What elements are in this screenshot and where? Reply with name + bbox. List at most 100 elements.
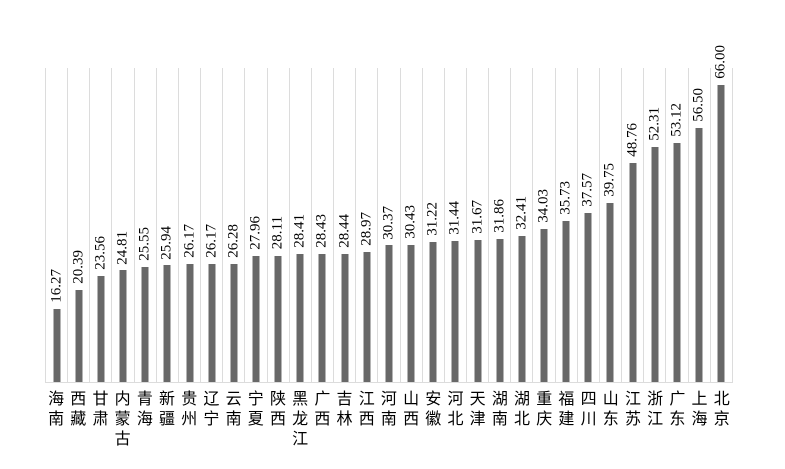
bar-value-label: 31.67 [469, 199, 486, 234]
bar [252, 256, 260, 382]
bar [208, 264, 216, 382]
bar [385, 245, 393, 382]
bar [451, 240, 459, 382]
bar [296, 254, 304, 382]
bar-value-label: 23.56 [92, 236, 109, 270]
bar-value-label: 35.73 [557, 181, 574, 216]
category-column: 26.28 [222, 68, 244, 382]
x-axis-label: 辽 宁 [203, 391, 220, 428]
category-column: 23.56 [89, 68, 111, 382]
bar-value-label: 27.96 [247, 216, 264, 251]
category-column: 16.27 [45, 68, 67, 382]
bar-value-label: 25.55 [136, 227, 153, 261]
x-axis-label: 河 北 [447, 391, 464, 428]
x-axis-label: 上 海 [691, 391, 708, 428]
x-axis-label: 北 京 [713, 391, 730, 428]
bar-value-label: 52.31 [646, 106, 663, 141]
x-axis-label: 云 南 [225, 391, 242, 428]
x-axis-label: 福 建 [558, 391, 575, 428]
category-column: 28.41 [288, 68, 311, 382]
category-column: 31.67 [465, 68, 488, 382]
bar [518, 236, 526, 382]
category-column: 27.96 [244, 68, 266, 382]
x-axis-label: 陕 西 [269, 391, 286, 428]
category-column: 32.41 [510, 68, 532, 382]
bar-value-label: 16.27 [48, 269, 65, 303]
x-axis-label: 内 蒙 古 [114, 391, 131, 448]
category-column: 28.11 [266, 68, 289, 382]
bar [318, 254, 326, 382]
bar [274, 255, 282, 382]
x-axis-label: 安 徽 [425, 391, 442, 428]
bar [53, 308, 61, 382]
category-column: 24.81 [111, 68, 133, 382]
bar-value-label: 28.44 [336, 214, 353, 248]
x-axis-label: 江 西 [358, 391, 375, 428]
bar-value-label: 30.37 [380, 205, 397, 240]
category-column: 31.86 [488, 68, 510, 382]
bar [562, 221, 570, 382]
plot-area: 16.27 20.39 23.56 24.81 25.55 25.94 26.17 26.17… [45, 45, 733, 383]
x-axis-label: 贵 州 [181, 391, 198, 428]
x-axis-label: 新 疆 [159, 391, 176, 428]
x-axis-label: 海 南 [48, 391, 65, 428]
category-column: 39.75 [598, 68, 621, 382]
x-axis-label: 山 东 [602, 391, 619, 428]
bar [629, 162, 637, 382]
category-column: 66.00 [709, 45, 732, 382]
x-axis-label: 甘 肃 [92, 391, 109, 428]
bar-value-label: 20.39 [70, 250, 87, 285]
bar [119, 270, 127, 382]
bar-value-label: 53.12 [668, 103, 685, 137]
category-column: 31.22 [421, 68, 444, 382]
x-axis-label: 重 庆 [536, 391, 553, 428]
bar [97, 276, 105, 382]
bar [496, 238, 504, 382]
bar-value-label: 56.50 [690, 87, 707, 122]
bar [341, 254, 349, 382]
bar [163, 265, 171, 382]
bar-value-label: 37.57 [579, 173, 596, 207]
category-column: 20.39 [67, 68, 89, 382]
bar-value-label: 39.75 [601, 163, 618, 198]
category-column: 30.43 [399, 68, 422, 382]
category-column: 25.94 [155, 68, 178, 382]
x-axis-label: 西 藏 [70, 391, 87, 428]
bar-value-label: 28.97 [358, 211, 375, 246]
bar-value-label: 28.11 [269, 216, 286, 250]
bar [651, 146, 659, 382]
bar [407, 245, 415, 382]
category-column: 28.97 [355, 68, 377, 382]
x-axis-label: 广 东 [669, 391, 686, 428]
x-axis-label: 江 苏 [624, 391, 641, 428]
bar-value-label: 28.43 [313, 214, 330, 249]
x-axis-label: 天 津 [469, 391, 486, 428]
x-axis-label: 四 川 [580, 391, 597, 428]
bar [186, 264, 194, 382]
x-axis-label: 宁 夏 [247, 391, 264, 428]
category-column: 25.55 [133, 68, 156, 382]
x-axis-label: 吉 林 [336, 391, 353, 428]
x-axis-label: 湖 北 [514, 391, 531, 428]
x-axis-label: 湖 南 [491, 391, 508, 428]
bar-value-label: 31.22 [424, 201, 441, 236]
category-column: 35.73 [554, 68, 577, 382]
category-column: 28.43 [310, 68, 333, 382]
bar-value-label: 34.03 [535, 189, 552, 223]
bar-value-label: 31.44 [446, 200, 463, 235]
bar [673, 143, 681, 382]
category-column: 53.12 [665, 68, 687, 382]
bar-value-label: 28.41 [291, 214, 308, 249]
x-axis-label: 山 西 [403, 391, 420, 428]
category-column: 48.76 [621, 68, 643, 382]
bar [540, 228, 548, 382]
bar-value-label: 48.76 [624, 122, 641, 157]
bar [141, 267, 149, 382]
bar [474, 239, 482, 382]
category-column: 26.17 [177, 68, 200, 382]
bar-value-label: 26.17 [181, 224, 198, 259]
bar-value-label: 26.28 [225, 223, 242, 258]
category-column: 52.31 [643, 68, 665, 382]
bar-value-label: 30.43 [402, 205, 419, 240]
